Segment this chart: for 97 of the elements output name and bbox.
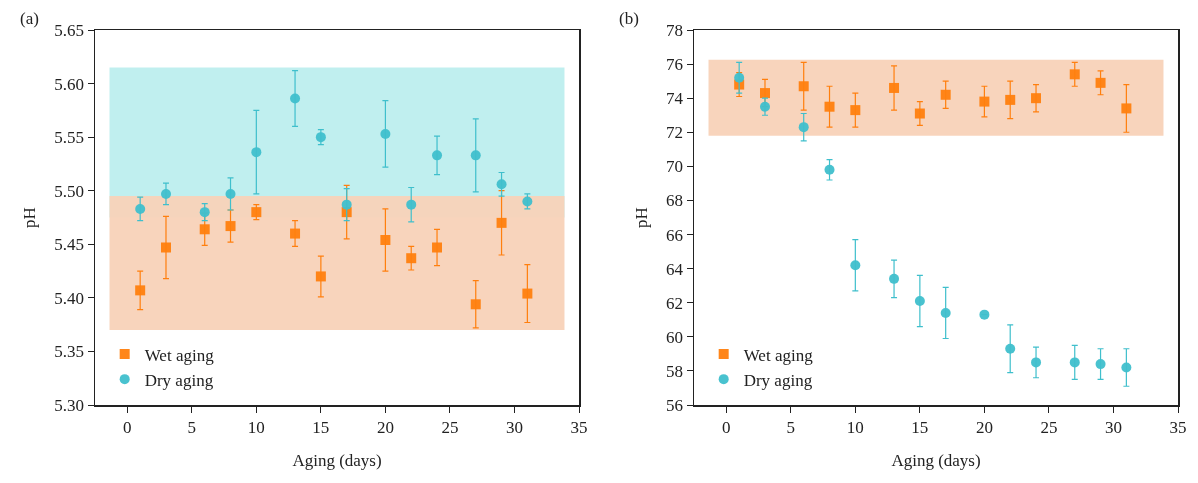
y-tick-label: 78	[666, 20, 684, 40]
y-tick-label: 74	[666, 89, 684, 109]
point	[380, 235, 391, 245]
point	[496, 179, 507, 190]
point	[824, 101, 835, 112]
point	[470, 299, 481, 310]
x-tick-label: 30	[505, 417, 523, 437]
point	[824, 164, 835, 175]
legend-label: Dry aging	[144, 370, 214, 390]
x-tick-label: 5	[786, 417, 796, 437]
y-tick-label: 70	[666, 157, 684, 177]
x-tick-label: 20	[376, 417, 394, 437]
point	[1095, 359, 1106, 370]
y-tick-label: 60	[666, 327, 684, 347]
x-axis-title: Aging (days)	[292, 451, 382, 471]
x-tick-label: 10	[247, 417, 265, 437]
point	[470, 150, 481, 161]
point	[406, 199, 417, 210]
point	[341, 199, 352, 210]
point	[759, 101, 770, 112]
y-tick-label: 5.40	[54, 288, 85, 308]
point	[251, 147, 262, 158]
point	[380, 128, 391, 139]
y-tick-label: 5.65	[54, 20, 85, 40]
x-tick-label: 25	[1040, 417, 1058, 437]
legend-label: Wet aging	[144, 345, 215, 365]
x-tick-label: 10	[846, 417, 864, 437]
y-tick-label: 5.35	[54, 342, 85, 362]
x-tick-label: 25	[441, 417, 459, 437]
y-axis-title: pH	[20, 207, 40, 228]
text: (a)	[20, 9, 39, 28]
y-tick-label: 62	[666, 293, 684, 313]
point	[1031, 357, 1042, 368]
point	[290, 93, 301, 104]
point	[432, 242, 443, 253]
x-tick-label: 35	[1169, 417, 1187, 437]
x-tick-label: 5	[187, 417, 197, 437]
point	[225, 188, 236, 199]
y-tick-label: 5.45	[54, 235, 85, 255]
y-tick-label: 68	[666, 191, 684, 211]
point	[759, 88, 770, 99]
point	[734, 72, 745, 83]
y-tick-label: 76	[666, 55, 684, 75]
point	[940, 307, 951, 318]
point	[889, 82, 900, 93]
point	[1121, 362, 1132, 373]
point	[940, 89, 951, 100]
point	[798, 81, 809, 92]
point	[798, 122, 809, 133]
y-axis-title: pH	[631, 207, 651, 228]
x-axis-title: Aging (days)	[891, 451, 981, 471]
point	[914, 296, 925, 307]
point	[914, 108, 925, 119]
y-tick-label: 66	[666, 225, 684, 245]
point	[850, 105, 861, 116]
x-tick-label: 0	[722, 417, 731, 437]
text: (b)	[619, 9, 639, 28]
point	[1121, 103, 1132, 114]
point	[225, 221, 236, 232]
point	[1069, 69, 1080, 80]
x-tick-label: 20	[975, 417, 993, 437]
x-tick-label: 15	[312, 417, 330, 437]
point	[979, 309, 990, 320]
legend-label: Dry aging	[743, 370, 813, 390]
point	[889, 273, 900, 284]
point	[850, 260, 861, 271]
point	[160, 188, 171, 199]
y-tick-label: 64	[666, 259, 684, 279]
y-tick-label: 72	[666, 123, 684, 143]
legend-label: Wet aging	[743, 345, 814, 365]
point	[1069, 357, 1080, 368]
x-tick-label: 0	[123, 417, 132, 437]
point	[199, 207, 210, 218]
point	[522, 288, 533, 299]
y-tick-label: 5.30	[54, 395, 85, 415]
point	[1031, 93, 1042, 104]
point	[496, 217, 507, 228]
point	[290, 228, 301, 239]
point	[979, 96, 990, 107]
x-tick-label: 30	[1104, 417, 1122, 437]
point	[199, 224, 210, 235]
y-tick-label: 5.60	[54, 74, 85, 94]
point	[432, 150, 443, 161]
point	[160, 242, 171, 253]
point	[1005, 343, 1016, 354]
point	[135, 285, 146, 296]
x-tick-label: 15	[911, 417, 929, 437]
point	[1005, 94, 1016, 105]
y-tick-label: 5.55	[54, 128, 85, 148]
y-tick-label: 58	[666, 361, 684, 381]
point	[135, 203, 146, 214]
y-tick-label: 5.50	[54, 181, 85, 201]
point	[406, 253, 417, 264]
point	[1095, 77, 1106, 88]
y-tick-label: 56	[666, 395, 684, 415]
point	[315, 271, 326, 282]
x-tick-label: 35	[570, 417, 588, 437]
